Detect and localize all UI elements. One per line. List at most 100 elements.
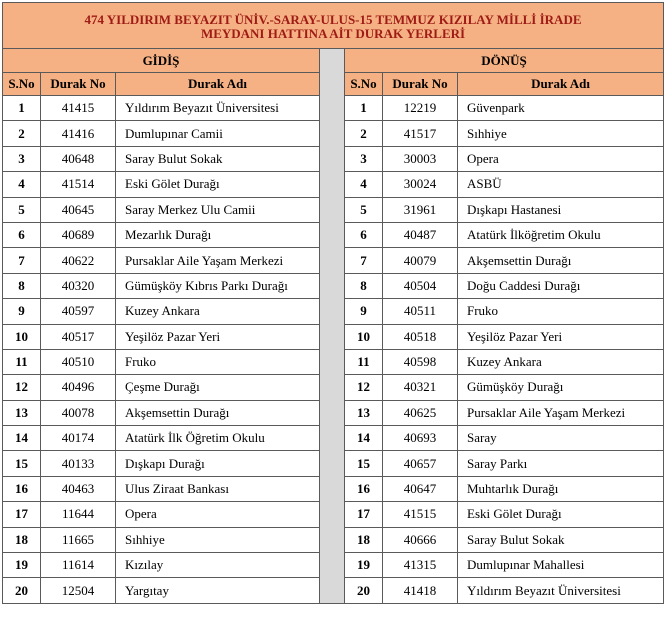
outbound-stop-code: 40622 <box>40 247 116 274</box>
return-stop-name: Yıldırım Beyazıt Üniversitesi <box>456 577 665 604</box>
return-stop-name: Yeşilöz Pazar Yeri <box>456 323 665 350</box>
return-stop-code: 41515 <box>382 501 458 528</box>
outbound-name-header: Durak Adı <box>115 72 320 96</box>
return-stop-name: Güvenpark <box>456 94 665 122</box>
outbound-stop-number: 17 <box>2 501 41 528</box>
outbound-stop-number: 18 <box>2 526 41 554</box>
return-stop-code: 40511 <box>382 298 458 325</box>
outbound-stop-name: Atatürk İlk Öğretim Okulu <box>115 425 320 452</box>
return-stop-name: Kuzey Ankara <box>456 348 665 376</box>
table-row: 2 41416 Dumlupınar Camii 2 41517 Sıhhiye <box>2 120 665 147</box>
outbound-stop-number: 9 <box>2 298 41 325</box>
return-stop-code: 41517 <box>382 120 458 147</box>
return-stop-code: 40079 <box>382 247 458 274</box>
outbound-stop-name: Yıldırım Beyazıt Üniversitesi <box>115 94 320 122</box>
return-stop-code: 40647 <box>382 475 458 503</box>
return-name-header: Durak Adı <box>456 72 665 96</box>
table-row: 20 12504 Yargıtay 20 41418 Yıldırım Beyazıt Ü… <box>2 577 665 604</box>
return-stop-name: Saray Parkı <box>456 450 665 477</box>
return-stop-name: Pursaklar Aile Yaşam Merkezi <box>456 399 665 427</box>
outbound-stop-code: 41415 <box>40 94 116 122</box>
outbound-stop-name: Ulus Ziraat Bankası <box>115 475 320 503</box>
table-row: 18 11665 Sıhhiye 18 40666 Saray Bulut Sokak <box>2 526 665 554</box>
return-stop-name: Fruko <box>456 298 665 325</box>
outbound-stop-code: 40597 <box>40 298 116 325</box>
outbound-stop-number: 15 <box>2 450 41 477</box>
outbound-stop-name: Kuzey Ankara <box>115 298 320 325</box>
return-stop-code: 30024 <box>382 171 458 198</box>
outbound-stop-number: 1 <box>2 94 41 122</box>
outbound-stop-code: 41514 <box>40 171 116 198</box>
return-stop-number: 9 <box>344 298 383 325</box>
outbound-stop-code: 40648 <box>40 145 116 173</box>
return-stop-number: 20 <box>344 577 383 604</box>
return-stop-number: 1 <box>344 94 383 122</box>
return-stop-number: 19 <box>344 552 383 579</box>
return-stop-name: Doğu Caddesi Durağı <box>456 272 665 300</box>
return-stop-code: 40504 <box>382 272 458 300</box>
outbound-stop-code: 12504 <box>40 577 116 604</box>
outbound-stop-name: Eski Gölet Durağı <box>115 171 320 198</box>
outbound-stop-code: 40517 <box>40 323 116 350</box>
outbound-stop-number: 3 <box>2 145 41 173</box>
return-stop-number: 18 <box>344 526 383 554</box>
outbound-stop-name: Akşemsettin Durağı <box>115 399 320 427</box>
title-line-1: 474 YILDIRIM BEYAZIT ÜNİV.-SARAY-ULUS-15… <box>84 11 582 27</box>
outbound-stop-name: Gümüşköy Kıbrıs Parkı Durağı <box>115 272 320 300</box>
outbound-stop-name: Opera <box>115 501 320 528</box>
return-stop-code: 40666 <box>382 526 458 554</box>
outbound-stop-code: 41416 <box>40 120 116 147</box>
outbound-stop-number: 6 <box>2 221 41 249</box>
return-stop-name: Atatürk İlköğretim Okulu <box>456 221 665 249</box>
table-row: 17 11644 Opera 17 41515 Eski Gölet Durağı <box>2 501 665 528</box>
outbound-stop-number: 7 <box>2 247 41 274</box>
table-row: 9 40597 Kuzey Ankara 9 40511 Fruko <box>2 298 665 325</box>
table-row: 8 40320 Gümüşköy Kıbrıs Parkı Durağı 8 40504… <box>2 272 665 300</box>
return-stop-name: Saray Bulut Sokak <box>456 526 665 554</box>
outbound-stop-number: 10 <box>2 323 41 350</box>
outbound-stop-code: 40689 <box>40 221 116 249</box>
return-stop-number: 3 <box>344 145 383 173</box>
return-stop-name: Opera <box>456 145 665 173</box>
table-row: 1 41415 Yıldırım Beyazıt Üniversitesi 1 1221… <box>2 94 665 122</box>
return-stop-number: 12 <box>344 374 383 401</box>
outbound-stop-code: 40174 <box>40 425 116 452</box>
outbound-stop-code: 11644 <box>40 501 116 528</box>
title-line-2: MEYDANI HATTINA AİT DURAK YERLERİ <box>200 25 466 41</box>
outbound-stop-name: Dumlupınar Camii <box>115 120 320 147</box>
outbound-stop-name: Sıhhiye <box>115 526 320 554</box>
return-stop-number: 13 <box>344 399 383 427</box>
table-row: 13 40078 Akşemsettin Durağı 13 40625 Pursakla… <box>2 399 665 427</box>
return-stop-code: 40598 <box>382 348 458 376</box>
header-row: S.No Durak No Durak Adı S.No Durak No Du… <box>2 72 665 96</box>
return-stop-number: 5 <box>344 196 383 223</box>
return-stop-code: 40518 <box>382 323 458 350</box>
outbound-stop-name: Yeşilöz Pazar Yeri <box>115 323 320 350</box>
return-stop-name: Muhtarlık Durağı <box>456 475 665 503</box>
return-stop-number: 4 <box>344 171 383 198</box>
return-stop-code: 30003 <box>382 145 458 173</box>
return-stop-name: Saray <box>456 425 665 452</box>
return-stop-number: 6 <box>344 221 383 249</box>
return-stop-code: 41418 <box>382 577 458 604</box>
table-row: 11 40510 Fruko 11 40598 Kuzey Ankara <box>2 348 665 376</box>
outbound-stop-number: 4 <box>2 171 41 198</box>
return-stop-number: 14 <box>344 425 383 452</box>
return-stop-number: 2 <box>344 120 383 147</box>
outbound-stop-code: 11614 <box>40 552 116 579</box>
outbound-stop-number: 11 <box>2 348 41 376</box>
table-row: 5 40645 Saray Merkez Ulu Camii 5 31961 Dışkap… <box>2 196 665 223</box>
outbound-stop-name: Yargıtay <box>115 577 320 604</box>
return-stop-number: 16 <box>344 475 383 503</box>
return-stop-code: 40693 <box>382 425 458 452</box>
return-stop-code: 31961 <box>382 196 458 223</box>
return-code-header: Durak No <box>382 72 458 96</box>
outbound-stop-code: 11665 <box>40 526 116 554</box>
return-stop-name: Gümüşköy Durağı <box>456 374 665 401</box>
outbound-stop-number: 16 <box>2 475 41 503</box>
outbound-stop-number: 20 <box>2 577 41 604</box>
return-stop-number: 7 <box>344 247 383 274</box>
return-stop-code: 40657 <box>382 450 458 477</box>
return-stop-number: 15 <box>344 450 383 477</box>
table-row: 7 40622 Pursaklar Aile Yaşam Merkezi 7 40079… <box>2 247 665 274</box>
